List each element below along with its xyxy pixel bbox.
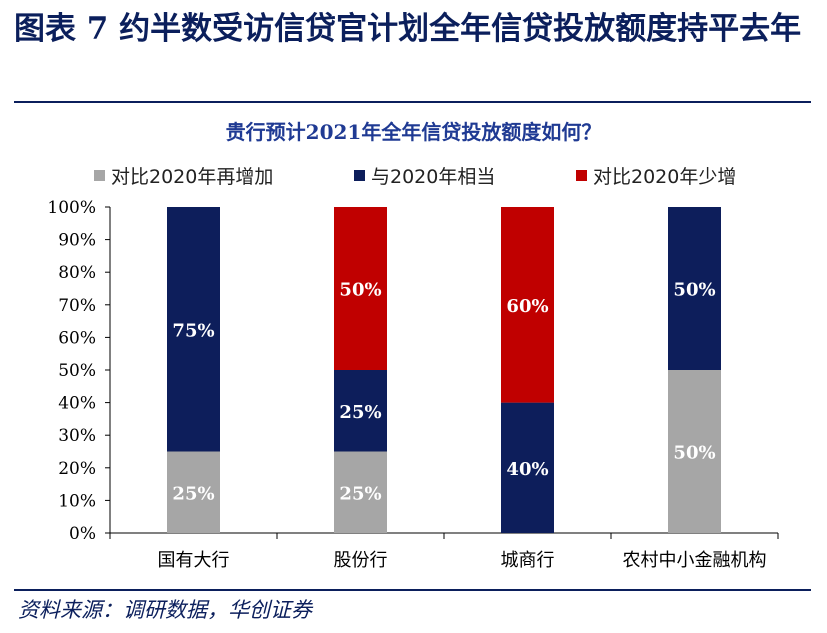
x-category-label: 城商行: [501, 550, 555, 571]
legend-item-decrease: 对比2020年少增: [576, 162, 736, 189]
bar-segment: [501, 207, 554, 403]
legend-swatch-increase: [94, 170, 105, 181]
y-tick-label: 10%: [58, 491, 96, 511]
y-tick-label: 70%: [58, 296, 96, 316]
legend-swatch-same: [354, 170, 365, 181]
y-tick-label: 20%: [58, 459, 96, 479]
bar-segment: [167, 451, 220, 533]
legend-label-same: 与2020年相当: [371, 166, 496, 188]
data-label: 50%: [673, 280, 715, 301]
y-tick-label: 100%: [47, 198, 96, 218]
figure-title: 图表 7 约半数受访信贷官计划全年信贷投放额度持平去年: [14, 11, 802, 47]
x-category-label: 国有大行: [158, 550, 230, 571]
bar-segment: [334, 207, 387, 370]
legend-label-increase: 对比2020年再增加: [111, 166, 274, 188]
source-note: 资料来源：调研数据，华创证券: [18, 598, 312, 622]
legend-swatch-decrease: [576, 170, 587, 181]
y-tick-label: 60%: [58, 328, 96, 348]
data-label: 25%: [339, 483, 381, 504]
y-tick-label: 30%: [58, 426, 96, 446]
y-tick-label: 80%: [58, 263, 96, 283]
y-tick-label: 40%: [58, 394, 96, 414]
chart-legend: 对比2020年再增加 与2020年相当 对比2020年少增: [0, 162, 827, 190]
data-label: 60%: [506, 296, 548, 317]
data-label: 50%: [673, 443, 715, 464]
y-tick-label: 0%: [69, 524, 96, 544]
bar-segment: [668, 370, 721, 533]
y-tick-label: 90%: [58, 231, 96, 251]
data-label: 40%: [506, 459, 548, 480]
legend-item-same: 与2020年相当: [354, 162, 495, 189]
chart-title: 贵行预计2021年全年信贷投放额度如何？: [225, 120, 602, 144]
x-category-label: 农村中小金融机构: [623, 550, 767, 571]
bar-segment: [167, 207, 220, 452]
data-label: 25%: [172, 483, 214, 504]
bar-segment: [501, 402, 554, 533]
legend-label-decrease: 对比2020年少增: [593, 166, 737, 188]
y-tick-label: 50%: [58, 361, 96, 381]
data-label: 75%: [172, 320, 214, 341]
title-divider: [14, 101, 811, 103]
legend-item-increase: 对比2020年再增加: [94, 162, 273, 189]
bar-segment: [334, 370, 387, 452]
bar-segment: [334, 451, 387, 533]
x-category-label: 股份行: [334, 550, 388, 571]
bar-segment: [668, 207, 721, 370]
data-label: 25%: [339, 402, 381, 423]
data-label: 50%: [339, 280, 381, 301]
source-divider: [14, 589, 811, 591]
